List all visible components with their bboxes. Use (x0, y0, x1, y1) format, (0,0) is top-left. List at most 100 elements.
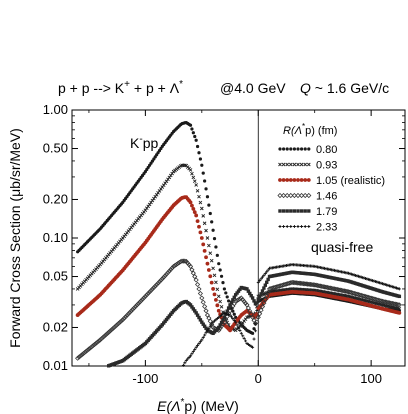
legend-marker (285, 225, 289, 228)
data-point (261, 300, 267, 306)
data-point (351, 290, 357, 296)
legend-entry: 1.46 (277, 191, 337, 203)
data-point (199, 295, 205, 301)
legend-entry: 0.80 (278, 144, 337, 156)
legend-marker (278, 225, 282, 228)
data-point (182, 258, 188, 264)
data-point (378, 298, 384, 304)
data-point (397, 306, 402, 311)
legend-marker (282, 225, 286, 228)
data-point (211, 228, 215, 232)
data-point (317, 283, 323, 289)
data-point (145, 290, 151, 296)
data-point (79, 352, 85, 358)
data-point (357, 292, 363, 298)
annotation-pp: pp (143, 135, 159, 151)
y-tick-label: 0.10 (43, 230, 68, 245)
data-point (244, 339, 248, 343)
data-point (197, 151, 201, 155)
data-point (188, 168, 193, 172)
data-point (188, 200, 193, 205)
y-tick-label: 0.01 (43, 358, 68, 373)
data-point (251, 345, 255, 349)
data-point (83, 348, 89, 354)
y-tick-label: 0.20 (43, 191, 68, 206)
y-tick-label: 0.50 (43, 141, 68, 156)
data-point (163, 319, 167, 323)
legend-marker (285, 162, 290, 167)
data-point (265, 280, 269, 285)
data-point (237, 326, 240, 330)
data-point (259, 304, 266, 310)
title-sup2: * (179, 79, 183, 90)
data-point (99, 336, 105, 342)
x-tick-label: 0 (255, 371, 262, 386)
data-point (212, 273, 217, 278)
legend-marker (303, 162, 308, 167)
legend-marker (307, 147, 311, 151)
data-point (219, 305, 224, 309)
data-point (199, 236, 204, 240)
data-point (232, 318, 236, 322)
data-point (201, 171, 205, 175)
data-point (218, 323, 222, 327)
data-point (104, 331, 110, 337)
data-point (191, 206, 196, 211)
data-point (354, 291, 360, 297)
legend-marker (307, 225, 311, 228)
data-point (265, 270, 269, 274)
data-point (228, 313, 232, 317)
annotation-bound-state: K-pp (130, 134, 158, 151)
legend-marker (285, 209, 289, 213)
data-point (214, 245, 218, 249)
x-tick-label: 100 (360, 371, 382, 386)
data-point (234, 320, 238, 324)
data-point (205, 195, 210, 199)
data-point (336, 287, 342, 293)
legend-marker (282, 147, 286, 151)
data-point (316, 283, 322, 289)
data-point (175, 260, 181, 267)
data-point (215, 287, 220, 292)
data-point (111, 324, 117, 330)
data-point (204, 326, 208, 330)
data-point (259, 292, 263, 296)
data-point (216, 294, 221, 299)
legend-marker (292, 178, 297, 182)
data-point (166, 268, 172, 274)
x-tick-label: -100 (132, 371, 158, 386)
data-point (239, 331, 243, 335)
data-point (248, 291, 252, 296)
data-point (92, 341, 98, 348)
data-point (144, 292, 150, 298)
data-point (166, 316, 170, 320)
data-point (156, 279, 163, 285)
data-point (117, 319, 123, 325)
data-point (229, 300, 234, 305)
title-q: Q ~ 1.6 GeV/c (300, 80, 389, 96)
data-point (338, 287, 345, 293)
data-point (188, 303, 193, 307)
title-sup1: + (124, 79, 130, 90)
data-point (200, 338, 204, 342)
data-point (194, 213, 199, 218)
legend-marker (302, 192, 308, 199)
annotation-k: K (130, 135, 140, 151)
series-0-80 (76, 120, 401, 335)
data-point (181, 363, 185, 367)
data-point (389, 300, 395, 306)
data-point (217, 325, 221, 330)
legend-label: 2.33 (316, 222, 337, 234)
data-point (200, 320, 204, 324)
legend: R(Λ*p) (fm) 0.80 0.93 1.05 (realistic) 1.46… (277, 122, 385, 234)
data-point (360, 293, 366, 299)
y-tick-label: 1.00 (43, 102, 68, 117)
data-point (236, 289, 241, 293)
data-point (196, 343, 200, 347)
data-point (372, 296, 378, 302)
data-point (204, 187, 208, 191)
data-point (87, 345, 93, 351)
legend-marker (296, 209, 300, 213)
data-point (384, 299, 390, 305)
title-q-value: ~ 1.6 GeV/c (311, 80, 389, 96)
